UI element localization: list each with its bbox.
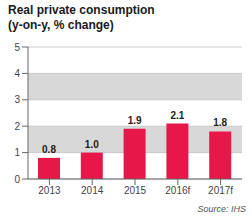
html-text:(y-on-y, % change): (y-on-y, % change) [8,18,114,32]
svg-text:1.0: 1.0 [85,139,99,150]
svg-text:2013: 2013 [38,185,61,196]
svg-text:4: 4 [14,68,20,79]
svg-text:5: 5 [14,42,20,53]
svg-text:2.1: 2.1 [170,110,184,121]
svg-text:2015: 2015 [124,185,147,196]
svg-text:2: 2 [14,121,20,132]
html-text:Source: IHS: Source: IHS [197,204,246,214]
svg-text:2017f: 2017f [208,185,233,196]
svg-text:0: 0 [14,174,20,185]
svg-text:3: 3 [14,94,20,105]
svg-text:2016f: 2016f [165,185,190,196]
html-text:Real private consumption: Real private consumption [8,3,155,17]
svg-text:0.8: 0.8 [42,144,56,155]
svg-text:1.9: 1.9 [128,115,142,126]
svg-text:1: 1 [14,147,20,158]
svg-text:1.8: 1.8 [213,117,227,128]
svg-text:2014: 2014 [81,185,104,196]
